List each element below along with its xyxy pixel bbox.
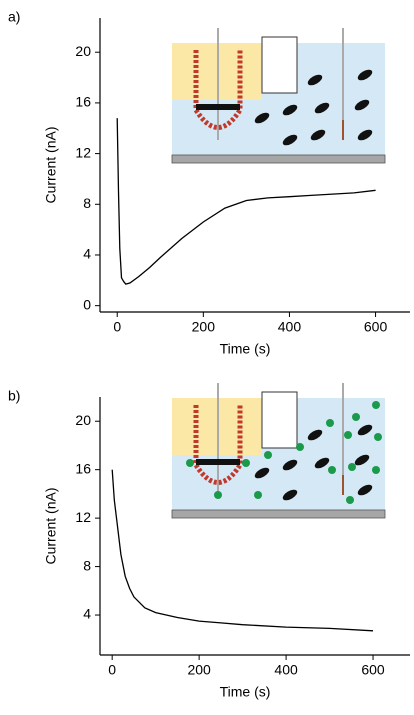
y-tick-label: 4 — [83, 606, 91, 622]
y-tick-label: 4 — [83, 246, 91, 262]
y-tick-label: 16 — [75, 460, 91, 476]
y-tick-label: 8 — [83, 195, 91, 211]
x-tick-label: 200 — [192, 319, 216, 335]
x-tick-label: 600 — [361, 662, 385, 678]
x-axis-title: Time (s) — [220, 341, 271, 357]
y-tick-label: 16 — [75, 94, 91, 110]
x-tick-label: 0 — [113, 319, 121, 335]
x-tick-label: 400 — [274, 662, 298, 678]
data-line — [116, 118, 376, 285]
y-axis-title: Current (nA) — [43, 487, 59, 564]
y-tick-label: 20 — [75, 43, 91, 59]
y-tick-label: 20 — [75, 412, 91, 428]
panel-label: b) — [8, 388, 20, 404]
y-tick-label: 0 — [83, 296, 91, 312]
x-tick-label: 200 — [187, 662, 211, 678]
y-tick-label: 12 — [75, 509, 91, 525]
x-tick-label: 400 — [278, 319, 302, 335]
x-tick-label: 0 — [108, 662, 116, 678]
panel-label: a) — [8, 9, 20, 25]
x-tick-label: 600 — [364, 319, 388, 335]
data-line — [111, 469, 374, 632]
y-tick-label: 8 — [83, 557, 91, 573]
inset-a — [171, 28, 386, 164]
y-axis-title: Current (nA) — [43, 126, 59, 203]
y-tick-label: 12 — [75, 144, 91, 160]
inset-b — [171, 383, 386, 519]
x-axis-title: Time (s) — [220, 684, 271, 700]
